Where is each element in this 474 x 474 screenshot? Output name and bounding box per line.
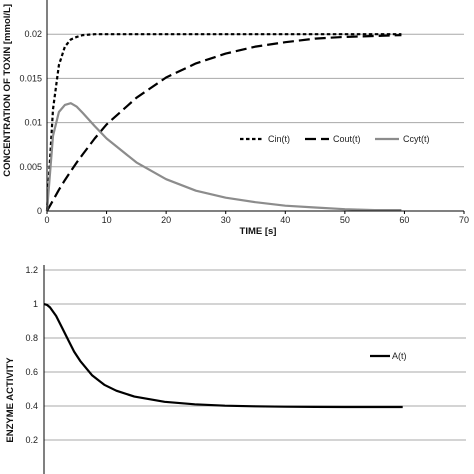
y-tick-label: 0 xyxy=(37,206,42,216)
y-tick-label: 1.2 xyxy=(25,265,38,275)
y-tick-label: 0.6 xyxy=(25,367,38,377)
y-tick-label: 0.01 xyxy=(24,118,42,128)
x-tick-label: 60 xyxy=(399,215,409,225)
x-tick-label: 0 xyxy=(44,215,49,225)
legend-entry: Cin(t) xyxy=(268,134,290,144)
x-tick-label: 10 xyxy=(102,215,112,225)
y-tick-label: 0.02 xyxy=(24,29,42,39)
series-line-at xyxy=(43,302,403,409)
y-tick-label: 0.005 xyxy=(19,162,42,172)
enzyme-activity-chart: 0.2 0.4 0.6 0.8 1 1.2 ENZYME ACTIVITY A(t) xyxy=(5,265,466,474)
y-axis-label: CONCENTRATION OF TOXIN [mmol/L] xyxy=(2,4,13,177)
toxin-concentration-chart: 0 0.005 0.01 0.015 0.02 0 10 20 30 40 50 60 70 TIME … xyxy=(2,0,469,237)
series-line-coutt xyxy=(46,34,402,212)
y-tick-label: 0.015 xyxy=(19,73,42,83)
y-tick-label: 0.8 xyxy=(25,333,38,343)
series-line-ccytt xyxy=(45,102,402,212)
legend-entry: Cout(t) xyxy=(333,134,361,144)
legend-entry: Ccyt(t) xyxy=(403,134,430,144)
y-tick-label: 0.4 xyxy=(25,401,38,411)
x-tick-label: 50 xyxy=(340,215,350,225)
x-axis-label: TIME [s] xyxy=(240,226,277,237)
legend-entry: A(t) xyxy=(392,351,407,361)
x-tick-label: 70 xyxy=(459,215,469,225)
x-tick-label: 20 xyxy=(161,215,171,225)
y-tick-label: 1 xyxy=(33,299,38,309)
y-tick-label: 0.2 xyxy=(25,435,38,445)
x-tick-label: 30 xyxy=(221,215,231,225)
x-tick-label: 40 xyxy=(280,215,290,225)
y-axis-label-enzyme: ENZYME ACTIVITY xyxy=(5,357,16,443)
series-line-cint xyxy=(45,33,402,212)
